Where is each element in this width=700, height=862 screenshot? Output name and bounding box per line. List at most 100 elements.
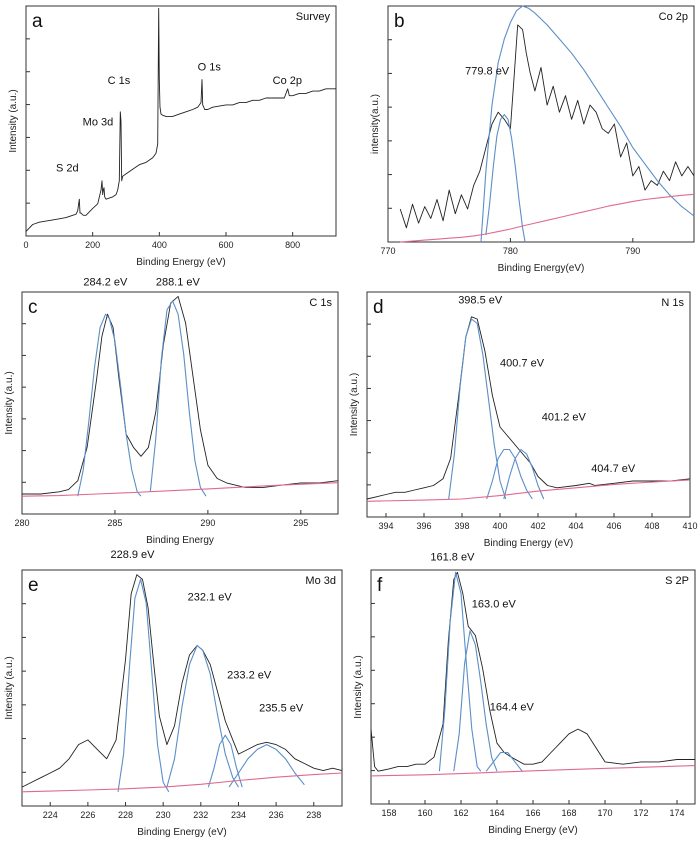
- x-tick-label: 158: [381, 808, 396, 818]
- series-fit-163-0-ev: [453, 630, 498, 772]
- peak-label-232-1-ev: 232.1 eV: [188, 592, 233, 604]
- panel-title: Mo 3d: [305, 575, 336, 587]
- x-tick-label: 406: [606, 521, 621, 531]
- x-tick-label: 226: [80, 810, 95, 820]
- x-tick-label: 168: [561, 808, 576, 818]
- x-tick-label: 410: [682, 521, 697, 531]
- x-tick-label: 400: [152, 240, 167, 250]
- y-axis-label: Intensity (a.u.): [353, 655, 364, 718]
- peak-label-398-5-ev: 398.5 eV: [458, 294, 503, 306]
- panel-e: 224 226 228 230 232 234 236 238 Binding Energy (…: [4, 549, 343, 838]
- x-tick-label: 290: [200, 518, 215, 528]
- x-axis-label: Binding Energy (eV): [136, 257, 226, 268]
- y-axis-label: Intensity (a.u.): [4, 656, 15, 719]
- peak-label-779-8-ev: 779.8 eV: [465, 65, 510, 77]
- peak-label-401-2-ev: 401.2 eV: [542, 411, 587, 423]
- series-spectrum: [399, 24, 695, 229]
- x-tick-label: 280: [14, 518, 29, 528]
- x-tick-label: 394: [378, 521, 393, 531]
- series-background: [21, 482, 339, 497]
- x-tick-label: 162: [453, 808, 468, 818]
- x-tick-label: 0: [23, 240, 28, 250]
- peak-label-284-2-ev: 284.2 eV: [83, 276, 128, 288]
- series-fit-779-8-ev: [485, 114, 526, 243]
- series-spectrum: [366, 316, 691, 500]
- panel-title: Survey: [296, 11, 331, 23]
- series-fit-235-5-ev: [228, 744, 305, 788]
- x-tick-label: 234: [231, 810, 246, 820]
- series-spectrum: [21, 574, 343, 788]
- peak-label-233-2-ev: 233.2 eV: [227, 670, 272, 682]
- panel-letter: d: [373, 297, 384, 318]
- panel-c: 280 285 290 295 Binding Energy Intensity (a.u…: [4, 276, 339, 546]
- series-fit-401-2-ev: [503, 448, 545, 500]
- x-axis-label: Binding Energy (eV): [488, 825, 578, 836]
- plot-frame: [21, 291, 339, 515]
- panel-b: 770 780 790 Binding Energy(eV) intensity(a.u…: [370, 5, 695, 274]
- series-fit-400-7-ev: [486, 448, 533, 500]
- series-spectrum: [25, 7, 336, 232]
- peak-label-400-7-ev: 400.7 eV: [500, 357, 545, 369]
- panel-letter: c: [28, 297, 38, 318]
- series-background: [400, 193, 695, 243]
- peak-label-co-2p: Co 2p: [273, 75, 302, 87]
- x-tick-label: 166: [525, 808, 540, 818]
- series-fit-228-9-ev: [117, 578, 170, 793]
- series-fit-164-4-ev: [485, 751, 523, 772]
- x-tick-label: 295: [293, 518, 308, 528]
- series-fit-161-8-ev: [438, 571, 482, 772]
- peak-label-c-1s: C 1s: [108, 75, 131, 87]
- peak-label-o-1s: O 1s: [198, 61, 222, 73]
- x-tick-label: 404: [568, 521, 583, 531]
- plot-frame: [370, 569, 696, 805]
- x-axis-label: Binding Energy (eV): [484, 538, 574, 549]
- y-axis-label: Intensity (a.u.): [349, 373, 360, 436]
- peak-label-s-2d: S 2d: [56, 163, 79, 175]
- peak-label-mo-3d: Mo 3d: [83, 117, 114, 129]
- series-fit-232-1-ev: [166, 644, 239, 788]
- x-tick-label: 224: [43, 810, 58, 820]
- panel-letter: a: [32, 11, 43, 32]
- panel-d: 394 396 398 400 402 404 406 408 410 Binding Energ…: [349, 291, 698, 549]
- panel-title: C 1s: [309, 297, 332, 309]
- panel-a: 0 200 400 600 800 Binding Energy (eV) Intensit…: [8, 5, 337, 268]
- x-tick-label: 402: [530, 521, 545, 531]
- x-tick-label: 790: [625, 246, 640, 256]
- peak-label-163-0-ev: 163.0 eV: [472, 598, 517, 610]
- x-tick-label: 770: [380, 246, 395, 256]
- x-tick-label: 164: [489, 808, 504, 818]
- panel-letter: f: [377, 575, 383, 596]
- series-fit-398-5-ev: [448, 318, 507, 500]
- panel-f: 158 160 162 164 166 168 170 172 174 Binding Energ…: [353, 552, 696, 836]
- x-tick-label: 200: [85, 240, 100, 250]
- x-tick-label: 230: [156, 810, 171, 820]
- peak-label-404-7-ev: 404.7 eV: [591, 463, 636, 475]
- panel-title: Co 2p: [659, 11, 688, 23]
- x-tick-label: 160: [417, 808, 432, 818]
- plot-frame: [387, 5, 695, 243]
- peak-label-288-1-ev: 288.1 eV: [156, 276, 201, 288]
- plot-frame: [366, 291, 691, 518]
- series-fit-233-2-ev: [207, 734, 243, 788]
- series-fit-781-2-ev: [480, 5, 695, 243]
- x-tick-label: 408: [644, 521, 659, 531]
- x-tick-label: 172: [633, 808, 648, 818]
- x-tick-label: 232: [193, 810, 208, 820]
- x-tick-label: 228: [118, 810, 133, 820]
- x-axis-label: Binding Energy: [146, 535, 214, 546]
- panel-letter: b: [394, 11, 405, 32]
- plot-frame: [25, 5, 337, 237]
- plot-frame: [21, 569, 343, 807]
- series-background: [21, 772, 343, 793]
- x-tick-label: 170: [597, 808, 612, 818]
- x-tick-label: 600: [218, 240, 233, 250]
- series-background: [366, 479, 691, 502]
- y-axis-label: intensity(a.u.): [370, 94, 381, 154]
- series-background: [370, 765, 696, 777]
- x-axis-label: Binding Energy(eV): [498, 263, 585, 274]
- peak-label-161-8-ev: 161.8 eV: [430, 552, 475, 564]
- x-tick-label: 236: [269, 810, 284, 820]
- peak-label-228-9-ev: 228.9 eV: [110, 549, 155, 561]
- x-tick-label: 238: [306, 810, 321, 820]
